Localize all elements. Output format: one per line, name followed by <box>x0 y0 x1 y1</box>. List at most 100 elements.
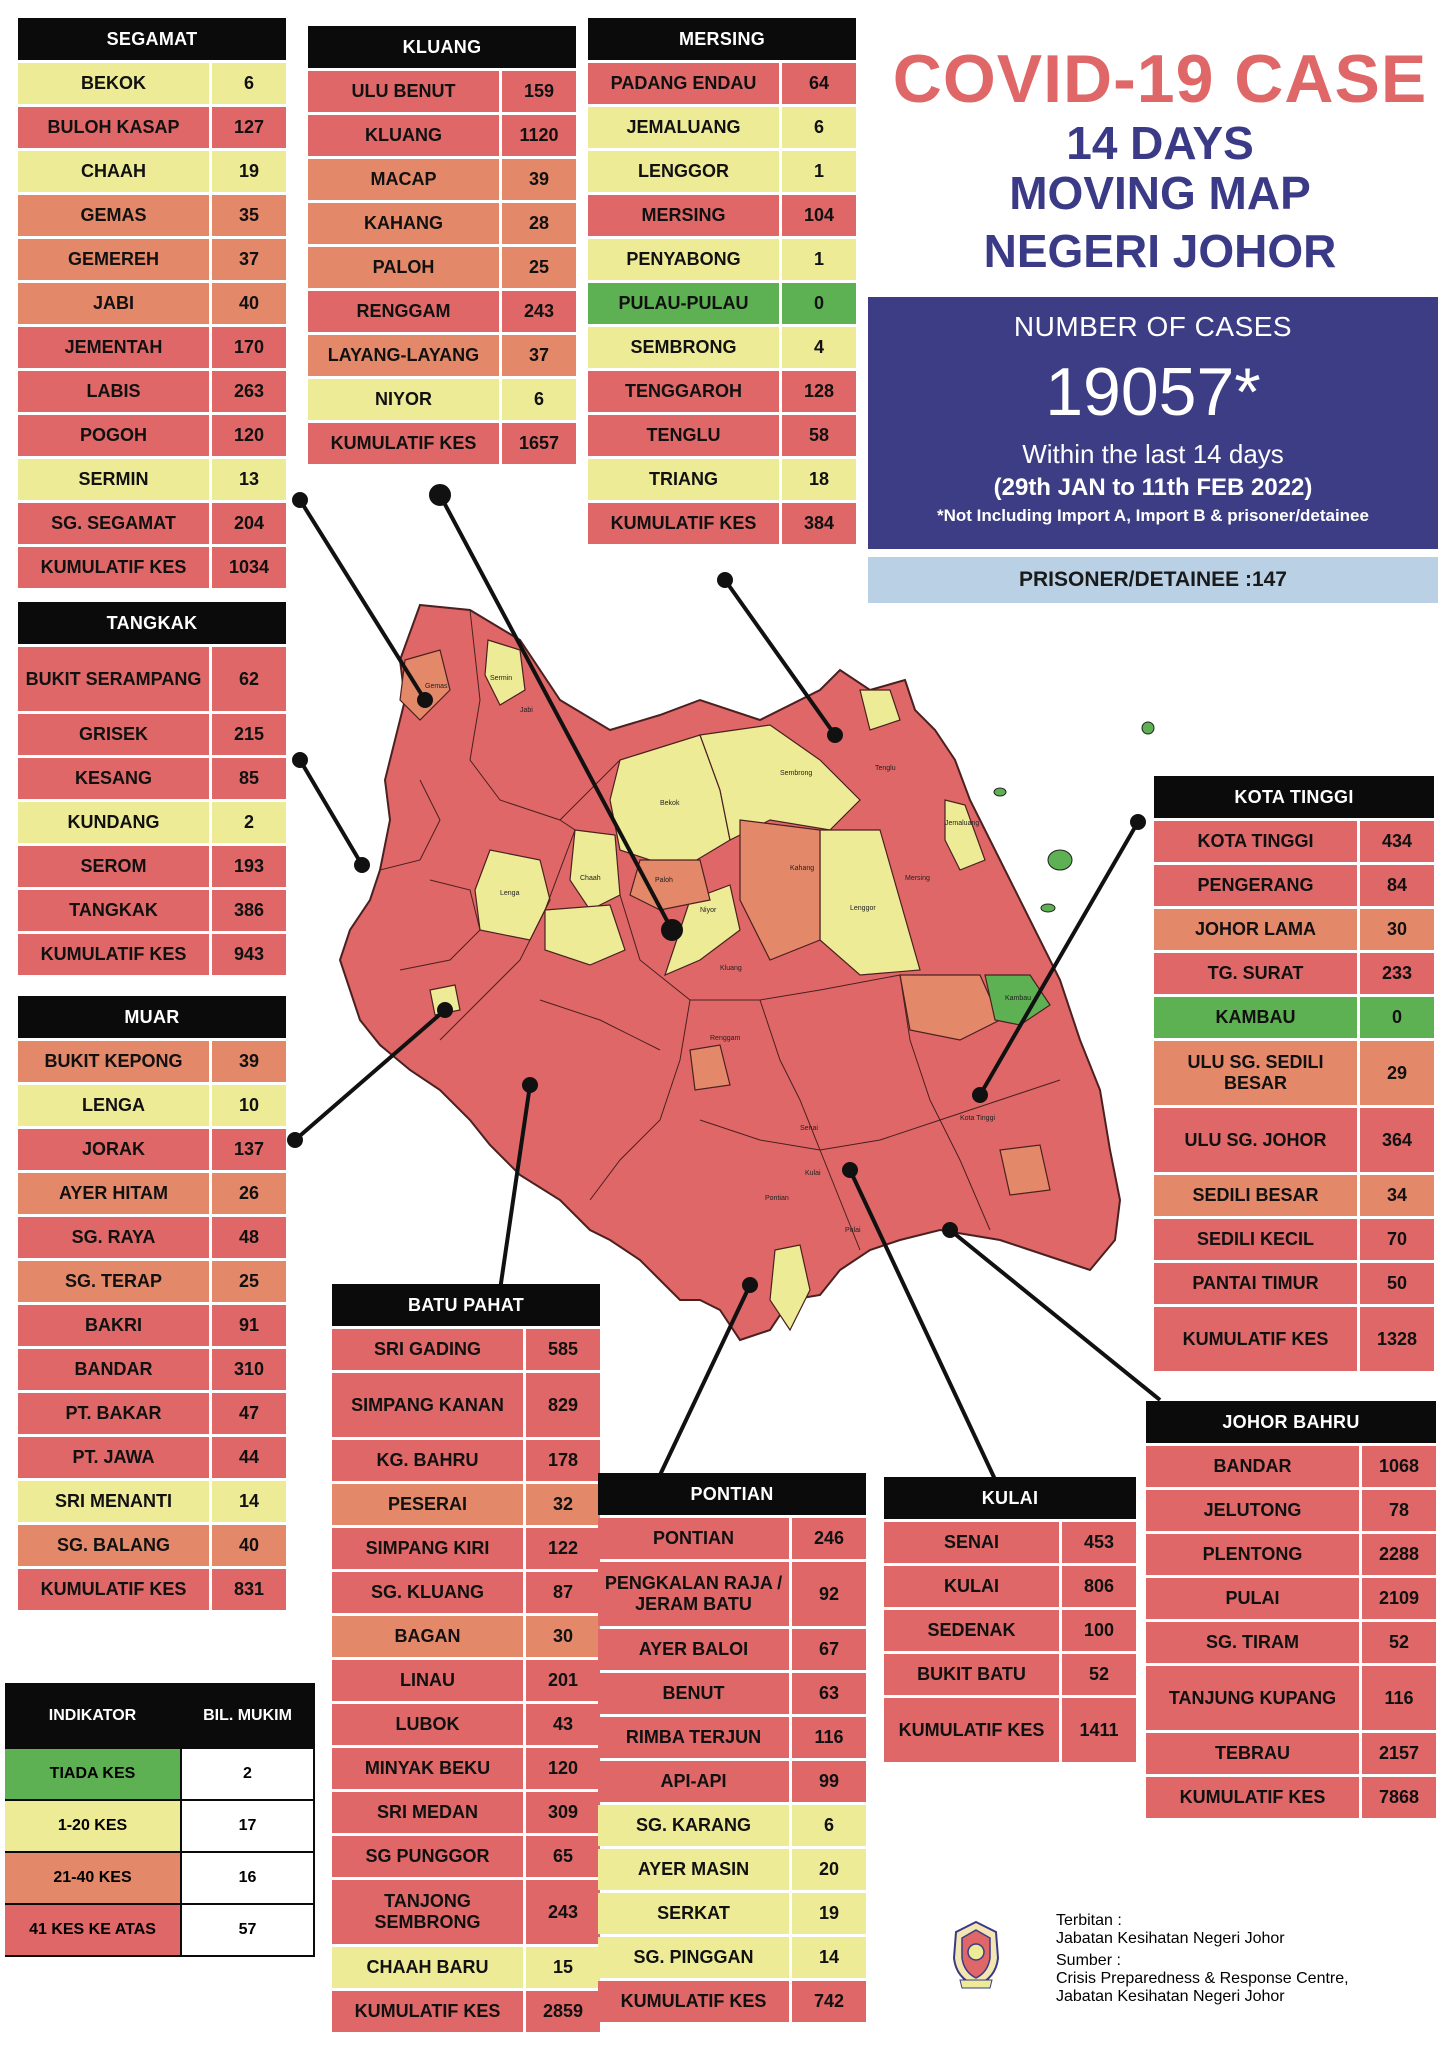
table-row: JEMENTAH 170 <box>18 327 286 368</box>
table-row: TENGGAROH 128 <box>588 371 856 412</box>
map-johor-lama <box>999 1144 1051 1196</box>
total-label: KUMULATIF KES <box>588 503 779 544</box>
mukim-name: SG. PINGGAN <box>598 1937 789 1978</box>
table-row: NIYOR 6 <box>308 379 576 420</box>
table-row: BUKIT SERAMPANG 62 <box>18 647 286 711</box>
mukim-cases: 2109 <box>1362 1578 1436 1619</box>
table-row: SEMBRONG 4 <box>588 327 856 368</box>
legend-row: 1-20 KES 17 <box>5 1801 315 1853</box>
mukim-name: BENUT <box>598 1673 789 1714</box>
mukim-name: KULAI <box>884 1566 1059 1607</box>
mukim-name: KUNDANG <box>18 802 209 843</box>
table-row: SRI MENANTI 14 <box>18 1481 286 1522</box>
table-row: CHAAH BARU 15 <box>332 1947 600 1988</box>
table-row: SG. TERAP 25 <box>18 1261 286 1302</box>
total-value: 742 <box>792 1981 866 2022</box>
table-row: ULU SG. SEDILI BESAR 29 <box>1154 1041 1434 1105</box>
table-total-row: KUMULATIF KES 1411 <box>884 1698 1136 1762</box>
total-value: 1328 <box>1360 1307 1434 1371</box>
table-kulai: KULAI SENAI 453 KULAI 806 SEDENAK 100 BUKIT BAT… <box>884 1477 1136 1765</box>
mukim-name: SEMBRONG <box>588 327 779 368</box>
mukim-name: SEDILI BESAR <box>1154 1175 1357 1216</box>
mukim-cases: 159 <box>502 71 576 112</box>
table-row: LENGA 10 <box>18 1085 286 1126</box>
mukim-cases: 6 <box>782 107 856 148</box>
mukim-name: AYER HITAM <box>18 1173 209 1214</box>
legend-count: 17 <box>180 1801 315 1851</box>
total-label: KUMULATIF KES <box>1154 1307 1357 1371</box>
mukim-cases: 39 <box>502 159 576 200</box>
footer-sumber-label: Sumber : <box>1056 1952 1121 1969</box>
total-label: KUMULATIF KES <box>1146 1777 1359 1818</box>
map-ulu-sg-sedili <box>899 974 1001 1041</box>
table-row: PT. BAKAR 47 <box>18 1393 286 1434</box>
map-label-renggam: Renggam <box>710 1035 741 1042</box>
mukim-name: KLUANG <box>308 115 499 156</box>
mukim-name: LAYANG-LAYANG <box>308 335 499 376</box>
table-row: RENGGAM 243 <box>308 291 576 332</box>
mukim-cases: 100 <box>1062 1610 1136 1651</box>
mukim-name: SG. TIRAM <box>1146 1622 1359 1663</box>
table-row: JEMALUANG 6 <box>588 107 856 148</box>
table-row: LENGGOR 1 <box>588 151 856 192</box>
legend-header: INDIKATOR BIL. MUKIM <box>5 1683 315 1749</box>
table-row: BAKRI 91 <box>18 1305 286 1346</box>
map-label-pontian: Pontian <box>765 1195 789 1202</box>
total-label: KUMULATIF KES <box>18 547 209 588</box>
cases-label: NUMBER OF CASES <box>1013 311 1293 342</box>
mukim-cases: 26 <box>212 1173 286 1214</box>
mukim-cases: 120 <box>526 1748 600 1789</box>
mukim-cases: 309 <box>526 1792 600 1833</box>
mukim-cases: 85 <box>212 758 286 799</box>
map-label-jabi: Jabi <box>520 707 533 714</box>
mukim-cases: 310 <box>212 1349 286 1390</box>
table-row: PALOH 25 <box>308 247 576 288</box>
map-paloh <box>629 859 711 911</box>
mukim-name: BULOH KASAP <box>18 107 209 148</box>
mukim-cases: 28 <box>502 203 576 244</box>
table-tangkak: TANGKAK BUKIT SERAMPANG 62 GRISEK 215 KESANG 8… <box>18 602 286 978</box>
table-row: TRIANG 18 <box>588 459 856 500</box>
mukim-cases: 20 <box>792 1849 866 1890</box>
mukim-name: PANTAI TIMUR <box>1154 1263 1357 1304</box>
mukim-cases: 37 <box>212 239 286 280</box>
cases-number: 19057* <box>1045 354 1261 430</box>
mukim-cases: 2 <box>212 802 286 843</box>
map-chaah <box>569 829 621 911</box>
mukim-cases: 170 <box>212 327 286 368</box>
table-row: PADANG ENDAU 64 <box>588 63 856 104</box>
map-label-niyor: Niyor <box>700 907 717 914</box>
mukim-name: TENGLU <box>588 415 779 456</box>
table-row: TANJUNG KUPANG 116 <box>1146 1666 1436 1730</box>
mukim-cases: 2288 <box>1362 1534 1436 1575</box>
footer-credits: Terbitan : Jabatan Kesihatan Negeri Joho… <box>1056 1912 1446 2006</box>
legend-label: TIADA KES <box>5 1749 180 1799</box>
mukim-cases: 58 <box>782 415 856 456</box>
map-label-sermin: Sermin <box>490 675 512 682</box>
map-boundaries <box>379 609 1061 1251</box>
mukim-name: SG. KARANG <box>598 1805 789 1846</box>
mukim-cases: 1 <box>782 151 856 192</box>
table-row: SERMIN 13 <box>18 459 286 500</box>
total-label: KUMULATIF KES <box>308 423 499 464</box>
mukim-name: PLENTONG <box>1146 1534 1359 1575</box>
legend-row: TIADA KES 2 <box>5 1749 315 1801</box>
legend-label: 21-40 KES <box>5 1853 180 1903</box>
mukim-cases: 1 <box>782 239 856 280</box>
table-total-row: KUMULATIF KES 2859 <box>332 1991 600 2032</box>
mukim-name: BUKIT BATU <box>884 1654 1059 1695</box>
table-row: KG. BAHRU 178 <box>332 1440 600 1481</box>
mukim-cases: 0 <box>1360 997 1434 1038</box>
table-johor-bahru: JOHOR BAHRU BANDAR 1068 JELUTONG 78 PLENTONG 2… <box>1146 1401 1436 1821</box>
table-row: GRISEK 215 <box>18 714 286 755</box>
mukim-name: TRIANG <box>588 459 779 500</box>
table-row: ULU SG. JOHOR 364 <box>1154 1108 1434 1172</box>
mukim-cases: 50 <box>1360 1263 1434 1304</box>
connector-lines <box>287 484 1162 1491</box>
mukim-cases: 35 <box>212 195 286 236</box>
table-row: LAYANG-LAYANG 37 <box>308 335 576 376</box>
table-pontian: PONTIAN PONTIAN 246 PENGKALAN RAJA / JERAM … <box>598 1473 866 2025</box>
mukim-name: PESERAI <box>332 1484 523 1525</box>
total-label: KUMULATIF KES <box>332 1991 523 2032</box>
